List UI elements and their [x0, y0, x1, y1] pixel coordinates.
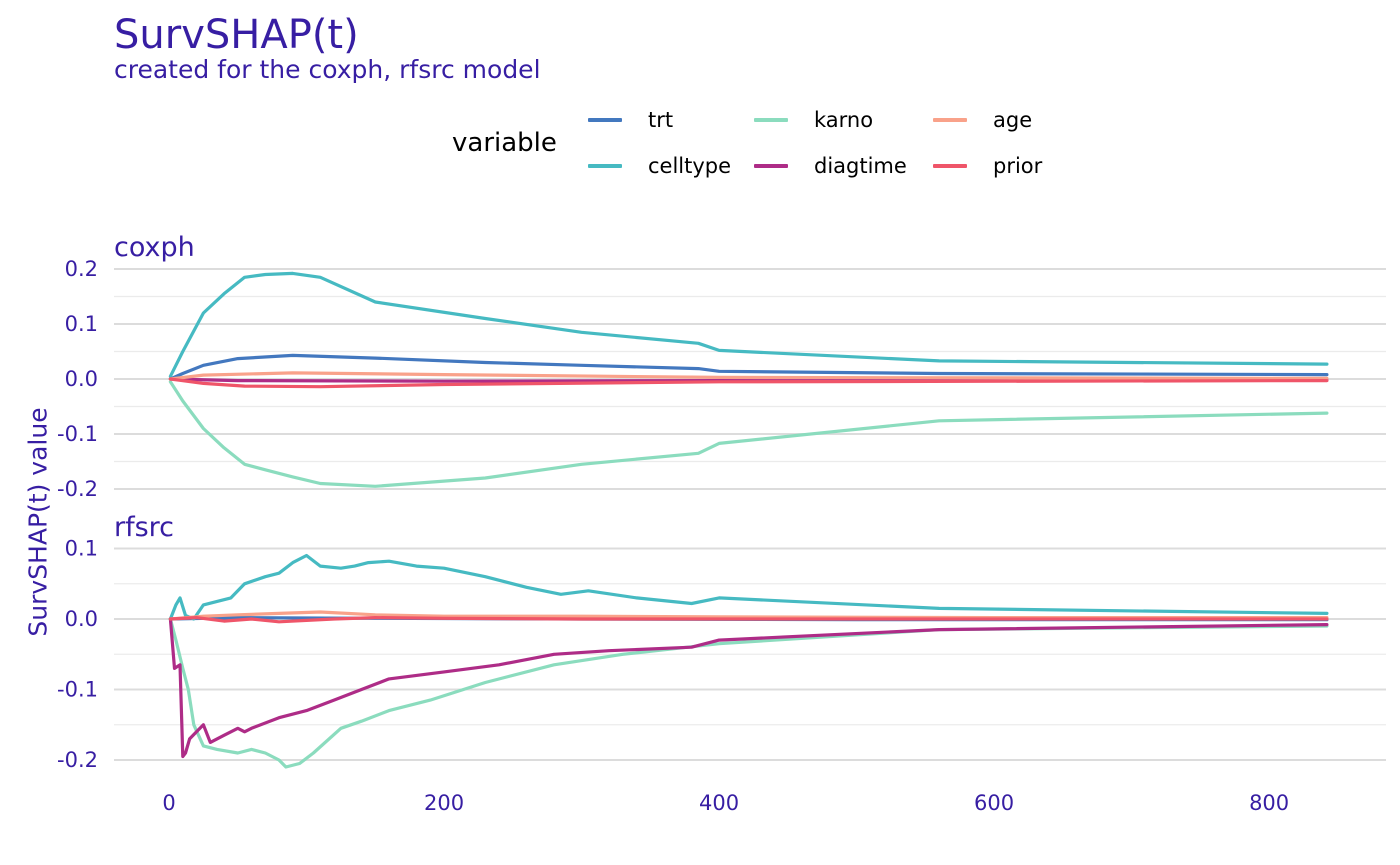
legend-item-age: age: [933, 105, 1032, 135]
legend-label-trt: trt: [648, 108, 674, 132]
series-line-coxph-karno: [168, 380, 1329, 488]
legend-label-diagtime: diagtime: [814, 154, 907, 178]
panel-rfsrc: 0.1 0.0 -0.1 -0.2: [57, 537, 1386, 772]
legend-item-celltype: celltype: [588, 151, 731, 181]
panel-coxph: 0.2 0.1 0.0 -0.1 -0.2: [57, 257, 1386, 501]
legend-item-diagtime: diagtime: [754, 151, 907, 181]
legend-item-trt: trt: [588, 105, 673, 135]
legend-item-karno: karno: [754, 105, 873, 135]
series-line-rfsrc-diagtime: [168, 617, 1329, 759]
y-tick-label: -0.1: [57, 422, 98, 446]
legend-label-age: age: [993, 108, 1033, 132]
panel-title-rfsrc: rfsrc: [114, 512, 175, 543]
series-line-coxph-celltype: [168, 271, 1329, 378]
legend-key-trt: [588, 118, 622, 122]
y-tick-label: 0.2: [65, 257, 98, 281]
x-tick-label: 0: [162, 791, 175, 815]
panel-title-coxph: coxph: [114, 232, 195, 263]
legend-label-celltype: celltype: [648, 154, 732, 178]
y-tick-label: 0.1: [65, 537, 98, 561]
legend-key-celltype: [588, 164, 622, 168]
y-tick-label: -0.2: [57, 748, 98, 772]
chart-title: SurvSHAP(t): [114, 12, 359, 58]
y-tick-label: -0.2: [57, 477, 98, 501]
x-tick-label: 200: [424, 791, 464, 815]
y-tick-label: -0.1: [57, 678, 98, 702]
series-line-coxph-age: [168, 371, 1329, 381]
y-tick-label: 0.1: [65, 312, 98, 336]
legend-key-diagtime: [754, 164, 788, 168]
series-line-coxph-trt: [168, 353, 1329, 381]
series-line-rfsrc-karno: [168, 617, 1329, 769]
series-line-rfsrc-celltype: [168, 553, 1329, 621]
series-line-rfsrc-age: [168, 610, 1329, 621]
x-tick-label: 800: [1249, 791, 1289, 815]
legend-key-age: [933, 118, 967, 122]
legend-label-karno: karno: [814, 108, 874, 132]
legend-item-prior: prior: [933, 151, 1042, 181]
y-tick-label: 0.0: [65, 367, 98, 391]
series-line-coxph-prior: [168, 377, 1329, 389]
chart-subtitle: created for the coxph, rfsrc model: [114, 55, 541, 84]
x-tick-label: 600: [974, 791, 1014, 815]
y-tick-label: 0.0: [65, 607, 98, 631]
legend-label-prior: prior: [993, 154, 1043, 178]
legend-key-prior: [933, 164, 967, 168]
x-tick-label: 400: [699, 791, 739, 815]
series-line-rfsrc-prior: [168, 615, 1329, 624]
legend-title: variable: [452, 128, 557, 158]
legend-key-karno: [754, 118, 788, 122]
